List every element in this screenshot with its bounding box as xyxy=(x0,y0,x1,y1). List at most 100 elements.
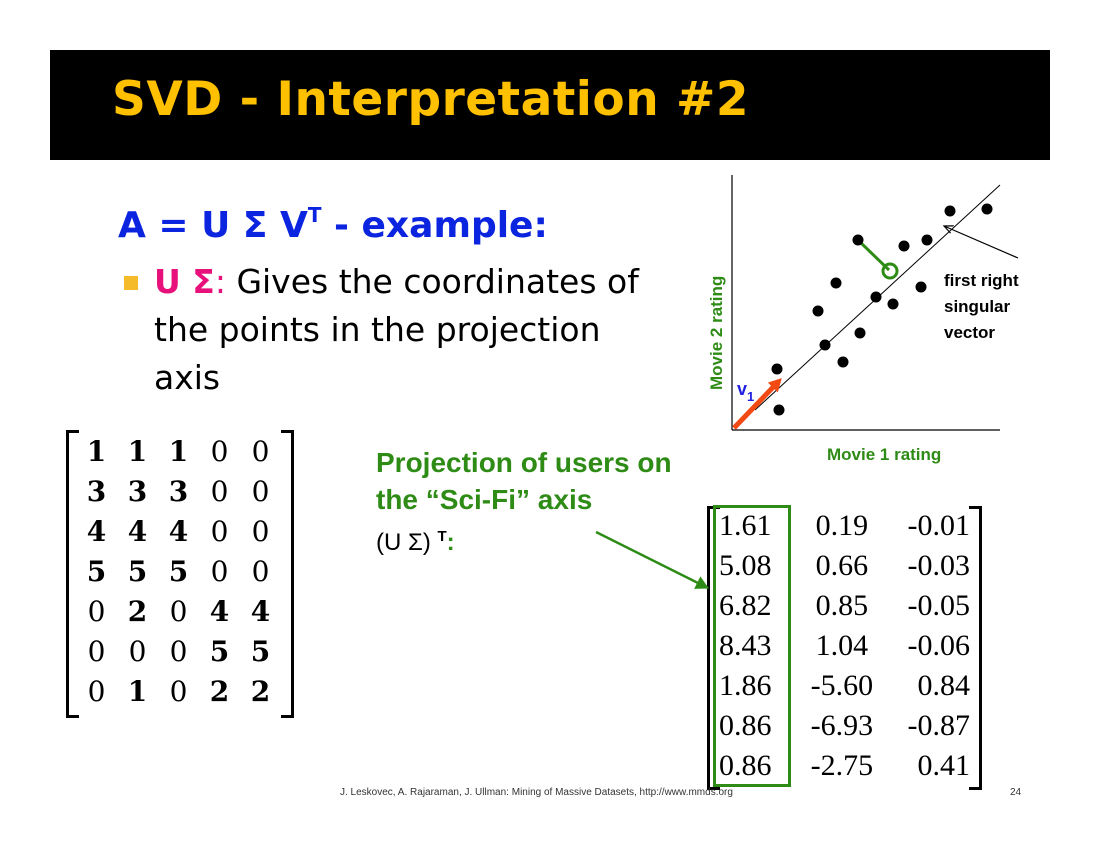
vector-label: v1 xyxy=(737,379,754,404)
matrix-b-cell: 8.43 xyxy=(719,629,772,662)
data-point xyxy=(830,277,842,289)
projection-matrix: 1.61 0.19 -0.01 5.08 0.66 -0.03 6.82 0.85 -0.05 8… xyxy=(707,506,982,790)
first-column-highlight xyxy=(713,505,791,787)
matrix-a-cell: 5 xyxy=(168,554,189,588)
annotation-line-3: vector xyxy=(944,323,995,342)
matrix-a-right-bracket xyxy=(281,430,294,718)
matrix-a-cell: 0 xyxy=(87,674,106,708)
matrix-a-cell: 0 xyxy=(210,514,229,548)
matrix-b-cell: -0.06 xyxy=(907,629,971,662)
slide-title: SVD - Interpretation #2 xyxy=(112,72,750,127)
matrix-a-cell: 4 xyxy=(86,514,107,548)
matrix-a-cell: 0 xyxy=(210,434,229,468)
matrix-a-cell: 4 xyxy=(250,594,271,628)
example-heading: A = U Σ VT - example: xyxy=(118,203,548,246)
matrix-b-cell: 0.84 xyxy=(917,669,971,702)
matrix-b-cell: -0.03 xyxy=(907,549,971,582)
matrix-a-cell: 1 xyxy=(86,434,107,468)
matrix-a-cell: 3 xyxy=(127,474,148,508)
formula-main: (U Σ) xyxy=(376,529,431,556)
matrix-a-cell: 0 xyxy=(87,634,106,668)
annotation-line-1: first right xyxy=(944,271,1019,290)
matrix-a-cell: 0 xyxy=(169,594,188,628)
matrix-b-cell: 0.86 xyxy=(719,709,772,742)
matrix-a-cell: 5 xyxy=(86,554,107,588)
matrix-a-cell: 0 xyxy=(251,474,270,508)
matrix-b-cell: 1.61 xyxy=(719,509,772,542)
x-axis-label: Movie 1 rating xyxy=(827,445,941,464)
heading-superscript: T xyxy=(307,203,322,227)
projection-description: Projection of users on the “Sci-Fi” axis xyxy=(376,447,672,515)
bullet-colon: : xyxy=(214,262,226,301)
matrix-a-cell: 0 xyxy=(169,674,188,708)
matrix-a-cell: 3 xyxy=(86,474,107,508)
matrix-a-cell: 0 xyxy=(128,634,147,668)
pointer-arrow xyxy=(595,530,709,590)
data-point xyxy=(837,356,849,368)
matrix-b-body: 1.61 0.19 -0.01 5.08 0.66 -0.03 6.82 0.85 -0.05 8… xyxy=(715,506,970,786)
matrix-a-cell: 0 xyxy=(210,554,229,588)
matrix-a-cell: 5 xyxy=(127,554,148,588)
matrix-a-cell: 5 xyxy=(250,634,271,668)
matrix-b-row: 1.86 -5.60 0.84 xyxy=(715,666,970,706)
matrix-a-cell: 0 xyxy=(251,514,270,548)
matrix-a-cell: 2 xyxy=(127,594,148,628)
footer-citation: J. Leskovec, A. Rajaraman, J. Ullman: Mi… xyxy=(340,787,733,798)
data-point xyxy=(944,205,956,217)
matrix-b-cell: 0.66 xyxy=(815,549,869,582)
data-point xyxy=(771,363,783,375)
matrix-b-cell: 1.04 xyxy=(815,629,869,662)
matrix-a-cell: 1 xyxy=(168,434,189,468)
matrix-b-row: 5.08 0.66 -0.03 xyxy=(715,546,970,586)
matrix-b-cell: 5.08 xyxy=(719,549,772,582)
matrix-a-cell: 3 xyxy=(168,474,189,508)
title-bar: SVD - Interpretation #2 xyxy=(50,50,1050,160)
matrix-b-cell: -2.75 xyxy=(810,749,874,782)
matrix-b-cell: -0.01 xyxy=(907,509,971,542)
annotation-line-2: singular xyxy=(944,297,1011,316)
matrix-b-row: 0.86 -2.75 0.41 xyxy=(715,746,970,786)
matrix-b-cell: -6.93 xyxy=(810,709,874,742)
data-point xyxy=(981,203,993,215)
matrix-a-cell: 5 xyxy=(209,634,230,668)
matrix-b-row: 6.82 0.85 -0.05 xyxy=(715,586,970,626)
matrix-b-row: 0.86 -6.93 -0.87 xyxy=(715,706,970,746)
matrix-a-cell: 0 xyxy=(87,594,106,628)
data-point xyxy=(898,240,910,252)
matrix-a-cell: 0 xyxy=(210,474,229,508)
matrix-b-cell: 0.41 xyxy=(917,749,971,782)
matrix-b-cell: -0.87 xyxy=(907,709,971,742)
matrix-a-cell: 4 xyxy=(209,594,230,628)
matrix-b-cell: 0.85 xyxy=(815,589,869,622)
matrix-a-cell: 2 xyxy=(209,674,230,708)
vector-letter: v xyxy=(737,379,747,399)
formula-colon: : xyxy=(446,529,455,556)
annotation-arrow xyxy=(944,226,1019,259)
matrix-b-row: 8.43 1.04 -0.06 xyxy=(715,626,970,666)
matrix-b-cell: -0.05 xyxy=(907,589,971,622)
y-axis-label: Movie 2 rating xyxy=(707,276,726,390)
matrix-b-cell: -5.60 xyxy=(810,669,874,702)
matrix-b-row: 1.61 0.19 -0.01 xyxy=(715,506,970,546)
projection-formula: (U Σ) T: xyxy=(376,528,455,557)
matrix-a-cell: 0 xyxy=(251,554,270,588)
matrix-a-cell: 2 xyxy=(250,674,271,708)
data-point xyxy=(921,234,933,246)
matrix-b-cell: 6.82 xyxy=(719,589,772,622)
matrix-a-cell: 4 xyxy=(168,514,189,548)
formula-superscript: T xyxy=(437,528,447,545)
data-point xyxy=(870,291,882,303)
vector-subscript: 1 xyxy=(747,389,754,404)
data-point xyxy=(812,305,824,317)
data-point xyxy=(773,404,785,416)
heading-suffix: - example: xyxy=(321,205,548,246)
data-point xyxy=(915,281,927,293)
bullet-body: Gives the coordinates of the points in t… xyxy=(154,262,639,397)
